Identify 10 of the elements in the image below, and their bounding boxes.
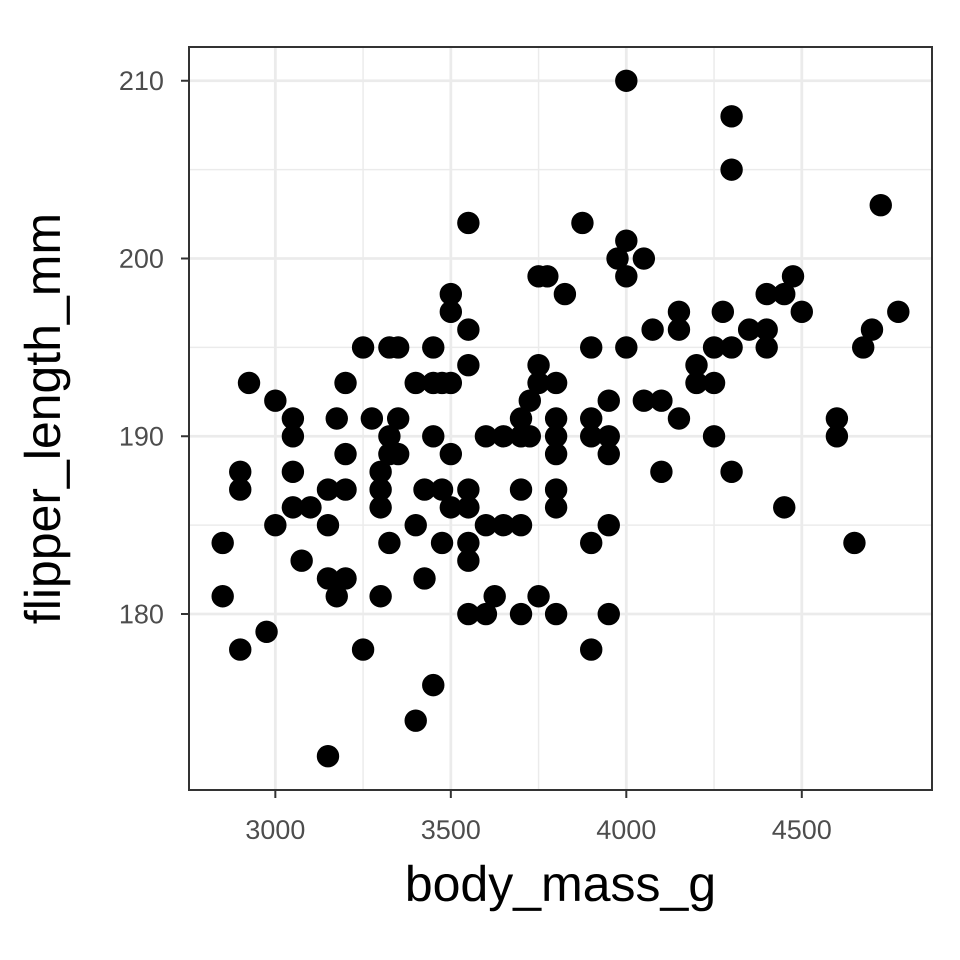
x-tick-label: 3000 xyxy=(246,820,304,840)
y-tick-label: 190 xyxy=(120,426,163,446)
y-tick-label: 180 xyxy=(120,604,163,624)
y-tick-label: 210 xyxy=(120,71,163,90)
y-axis-title: flipper_length_mm xyxy=(24,216,70,624)
x-axis-title: body_mass_g xyxy=(408,864,713,912)
x-tick-label: 3500 xyxy=(422,820,480,840)
x-tick-label: 4000 xyxy=(596,820,656,840)
x-tick-label: 4500 xyxy=(772,820,831,840)
y-tick-label: 200 xyxy=(120,248,163,268)
